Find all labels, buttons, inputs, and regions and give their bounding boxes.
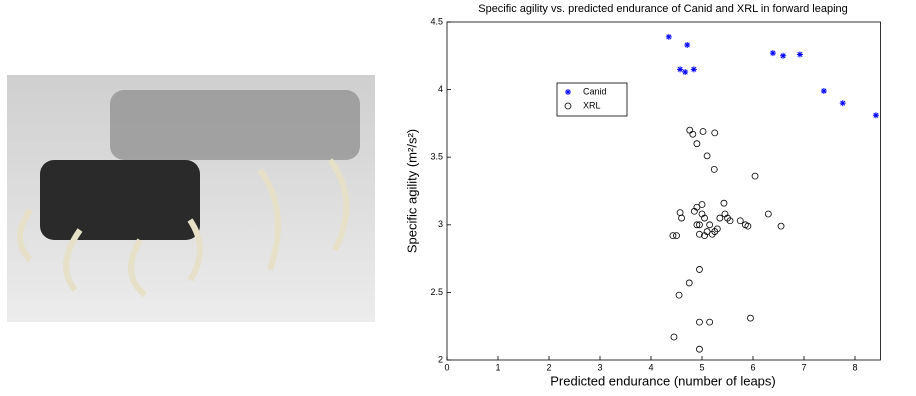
circle-marker — [747, 314, 754, 322]
x-axis-label: Predicted endurance (number of leaps) — [550, 373, 775, 388]
circle-marker — [696, 266, 703, 273]
circle-marker — [689, 130, 697, 138]
circle-marker — [675, 291, 683, 299]
circle-marker — [696, 221, 703, 229]
y-tick-label: 4.5 — [430, 16, 443, 26]
asterisk-marker — [677, 66, 684, 73]
asterisk-marker — [665, 33, 672, 40]
circle-marker — [736, 217, 744, 225]
asterisk-marker — [839, 100, 846, 107]
x-tick-label: 7 — [801, 362, 806, 372]
circle-marker — [686, 126, 694, 134]
x-tick-label: 2 — [546, 362, 551, 372]
circle-marker — [696, 230, 703, 238]
circle-marker — [693, 203, 701, 211]
circle-marker — [701, 232, 708, 240]
circle-marker — [711, 129, 719, 137]
asterisk-marker — [872, 112, 879, 119]
circle-marker — [703, 152, 711, 160]
asterisk-marker — [690, 66, 697, 73]
circle-marker — [685, 279, 693, 287]
y-tick-label: 2.5 — [430, 287, 443, 297]
circle-marker — [693, 221, 701, 229]
asterisk-marker — [684, 41, 691, 48]
robot-photo — [7, 75, 375, 322]
circle-marker — [764, 210, 772, 218]
circle-marker — [696, 318, 703, 326]
x-tick-label: 6 — [750, 362, 755, 372]
circle-marker — [706, 318, 714, 326]
x-tick-label: 0 — [444, 362, 449, 372]
legend-label: XRL — [583, 100, 601, 110]
asterisk-marker — [796, 51, 803, 58]
circle-marker — [713, 225, 721, 233]
circle-marker — [706, 221, 714, 229]
circle-marker — [673, 232, 680, 240]
circle-marker — [696, 345, 703, 353]
y-tick-label: 3.5 — [430, 152, 443, 162]
circle-marker — [720, 199, 728, 207]
x-tick-label: 5 — [699, 362, 704, 372]
x-tick-label: 8 — [852, 362, 857, 372]
circle-marker — [699, 128, 707, 135]
circle-marker — [777, 222, 785, 230]
legend — [556, 82, 628, 117]
chart-title: Specific agility vs. predicted endurance… — [478, 3, 848, 15]
y-tick-label: 3 — [438, 219, 443, 229]
y-axis-label: Specific agility (m²/s²) — [404, 129, 419, 253]
circle-marker — [710, 165, 718, 173]
legend-label: Canid — [583, 86, 607, 96]
asterisk-marker — [682, 69, 689, 76]
x-tick-label: 4 — [648, 362, 653, 372]
circle-marker — [693, 140, 701, 148]
circle-marker — [701, 214, 708, 222]
asterisk-marker — [565, 89, 571, 95]
circle-marker — [678, 214, 685, 222]
asterisk-marker — [769, 50, 776, 57]
circle-marker — [670, 333, 678, 341]
circle-marker — [669, 232, 677, 240]
circle-marker — [724, 214, 731, 222]
circle-marker — [751, 172, 759, 180]
x-tick-label: 1 — [495, 362, 500, 372]
x-tick-label: 3 — [597, 362, 602, 372]
y-tick-label: 2 — [438, 354, 443, 364]
asterisk-marker — [780, 52, 787, 59]
asterisk-marker — [820, 87, 827, 94]
circle-marker — [564, 102, 572, 110]
circle-marker — [698, 201, 706, 208]
circle-marker — [744, 222, 752, 230]
circle-marker — [716, 214, 724, 222]
y-tick-label: 4 — [438, 84, 443, 94]
plot-frame — [446, 21, 881, 361]
